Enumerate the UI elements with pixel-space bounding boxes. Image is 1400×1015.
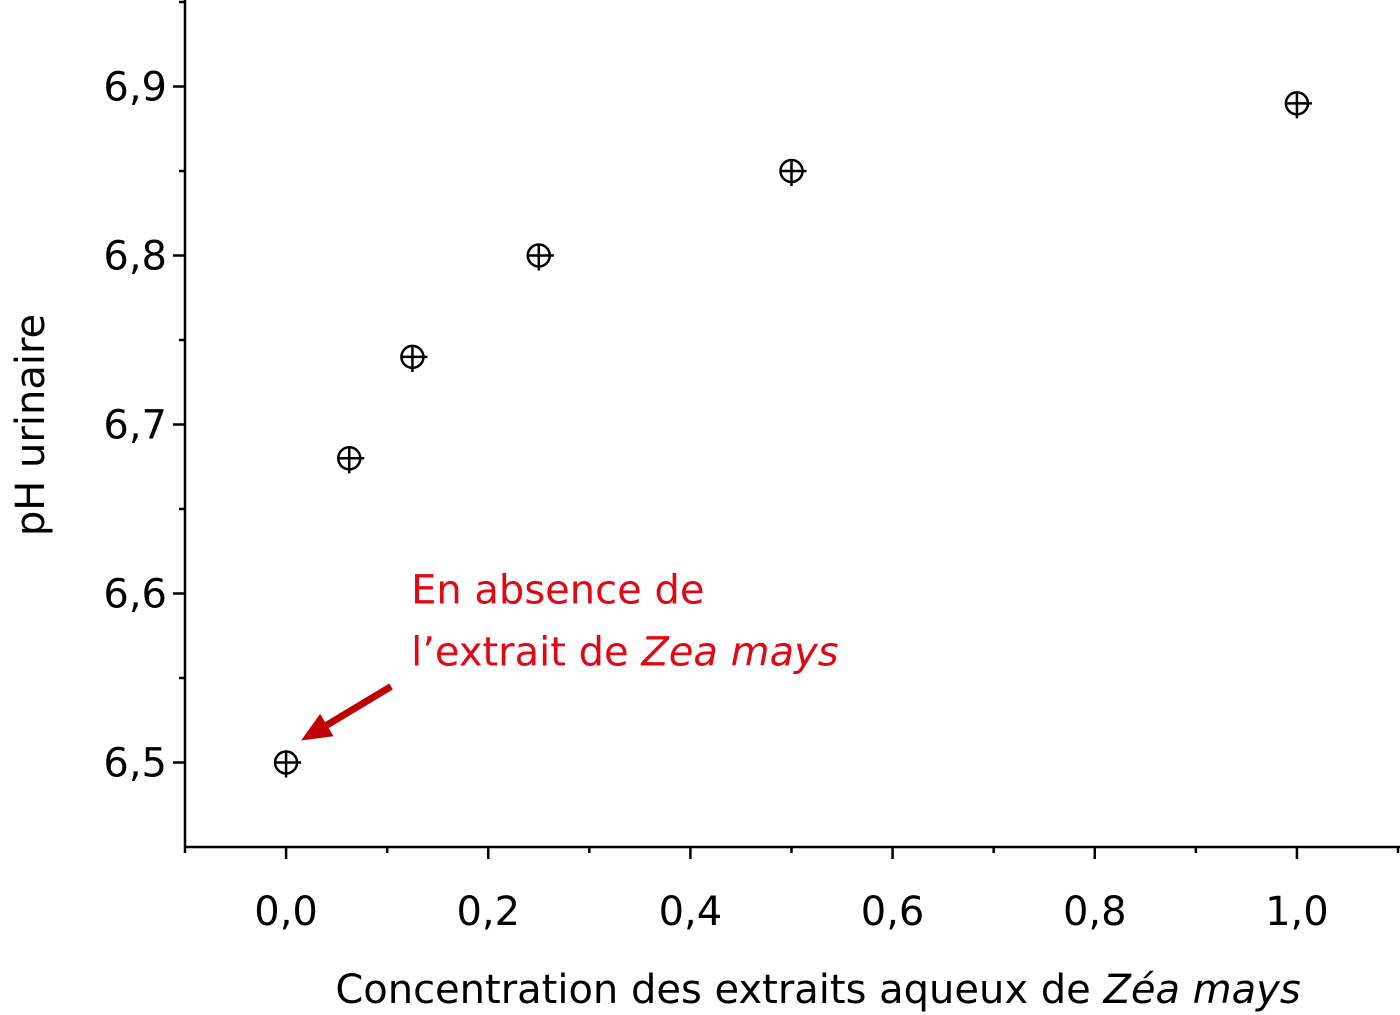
y-tick-label: 6,8 [103,234,167,280]
x-tick-label: 0,0 [254,889,318,935]
x-tick-label: 0,4 [659,889,723,935]
annotation-text-part: En absence de [411,568,704,614]
y-tick-label: 6,7 [103,403,167,449]
point [779,158,807,186]
annotation-text: l’extrait de Zea mays [411,630,839,676]
y-tick-label: 6,6 [103,572,167,618]
y-axis-label: pH urinaire [8,314,54,536]
y-tick-label: 6,5 [103,741,167,787]
annotation-arrow-shaft [325,683,393,729]
point [273,750,302,778]
x-tick-label: 1,0 [1265,889,1329,935]
annotation-text: En absence de [411,568,704,614]
annotation-arrow-head [301,713,334,741]
x-axis-label: Concentration des extraits aqueux de Zéa… [335,967,1300,1013]
x-tick-label: 0,6 [861,889,925,935]
x-axis-label-part: Zéa mays [1102,967,1300,1013]
y-tick-label: 6,9 [103,65,167,111]
point [526,243,554,271]
x-axis-label-part: Concentration des extraits aqueux de [335,967,1103,1013]
point [400,344,428,372]
x-tick-label: 0,8 [1063,889,1127,935]
point [1284,91,1312,119]
point [337,446,365,474]
annotation-text-part: l’extrait de [411,630,641,676]
annotation-text-part: Zea mays [640,630,838,676]
x-tick-label: 0,2 [456,889,520,935]
